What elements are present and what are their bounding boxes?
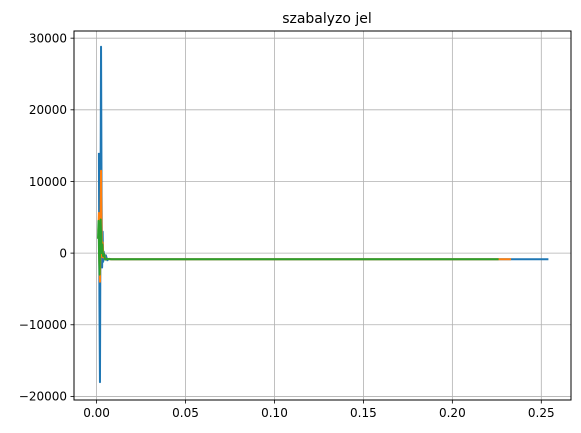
y-tick-label: 10000 (29, 175, 67, 189)
y-tick-label: 0 (59, 246, 67, 260)
x-axis: 0.00 0.05 0.10 0.15 0.20 0.25 (83, 400, 555, 420)
x-tick-label: 0.15 (350, 406, 377, 420)
x-tick-label: 0.10 (261, 406, 288, 420)
y-tick-label: 30000 (29, 31, 67, 45)
series-line-3 (97, 218, 499, 276)
x-tick-label: 0.05 (172, 406, 199, 420)
series-line-1 (97, 45, 549, 384)
y-tick-label: −20000 (19, 390, 67, 404)
y-tick-label: −10000 (19, 318, 67, 332)
x-tick-label: 0.00 (83, 406, 110, 420)
plot-frame (73, 30, 572, 401)
y-tick-label: 20000 (29, 103, 67, 117)
y-axis: −20000 −10000 0 10000 20000 30000 (19, 31, 74, 404)
grid (74, 31, 571, 400)
series-line-2 (97, 169, 512, 283)
x-tick-label: 0.25 (528, 406, 555, 420)
x-tick-label: 0.20 (439, 406, 466, 420)
series-group (97, 45, 549, 384)
chart-title: szabalyzo jel (282, 11, 372, 27)
